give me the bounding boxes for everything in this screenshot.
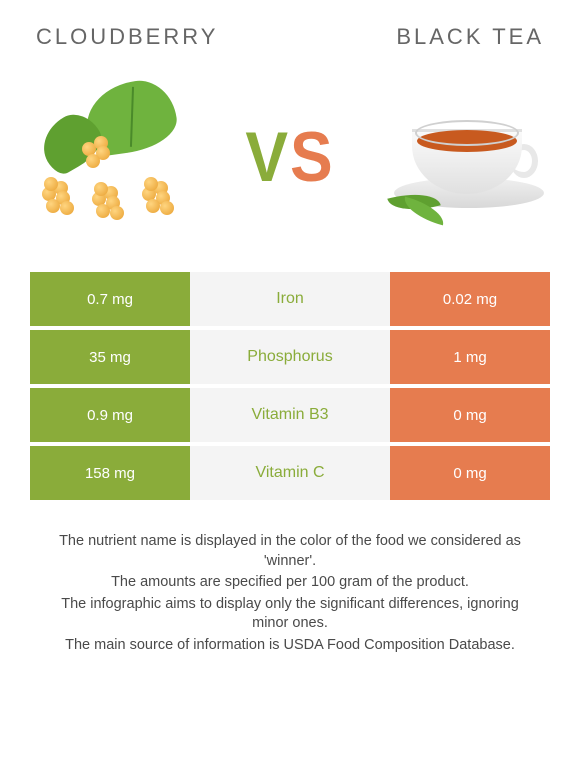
- vs-v-letter: V: [245, 117, 290, 196]
- footnote-line: The infographic aims to display only the…: [44, 595, 536, 634]
- footnote-line: The main source of information is USDA F…: [44, 636, 536, 656]
- footnote-line: The amounts are specified per 100 gram o…: [44, 573, 536, 593]
- right-value-cell: 0 mg: [390, 446, 550, 500]
- header-row: CLOUDBERRY BLACK TEA: [0, 0, 580, 58]
- nutrient-cell: Vitamin B3: [190, 388, 390, 442]
- berry-icon: [76, 132, 126, 182]
- right-value-cell: 0 mg: [390, 388, 550, 442]
- left-food-title: CLOUDBERRY: [36, 24, 218, 50]
- berry-icon: [86, 182, 136, 232]
- nutrient-cell: Vitamin C: [190, 446, 390, 500]
- left-value-cell: 0.9 mg: [30, 388, 190, 442]
- vs-s-letter: S: [290, 117, 335, 196]
- cloudberry-image: [36, 82, 186, 232]
- table-row: 158 mg Vitamin C 0 mg: [30, 446, 550, 500]
- footnote-line: The nutrient name is displayed in the co…: [44, 532, 536, 571]
- vs-label: VS: [245, 116, 334, 197]
- right-value-cell: 0.02 mg: [390, 272, 550, 326]
- left-value-cell: 35 mg: [30, 330, 190, 384]
- left-value-cell: 0.7 mg: [30, 272, 190, 326]
- nutrient-cell: Iron: [190, 272, 390, 326]
- table-row: 0.7 mg Iron 0.02 mg: [30, 272, 550, 326]
- table-row: 0.9 mg Vitamin B3 0 mg: [30, 388, 550, 442]
- footnotes: The nutrient name is displayed in the co…: [0, 504, 580, 655]
- nutrient-cell: Phosphorus: [190, 330, 390, 384]
- left-value-cell: 158 mg: [30, 446, 190, 500]
- right-food-title: BLACK TEA: [396, 24, 544, 50]
- right-value-cell: 1 mg: [390, 330, 550, 384]
- black-tea-image: [394, 82, 544, 232]
- berry-icon: [136, 177, 186, 227]
- berry-icon: [36, 177, 86, 227]
- table-row: 35 mg Phosphorus 1 mg: [30, 330, 550, 384]
- nutrient-table: 0.7 mg Iron 0.02 mg 35 mg Phosphorus 1 m…: [30, 272, 550, 500]
- images-row: VS: [0, 58, 580, 258]
